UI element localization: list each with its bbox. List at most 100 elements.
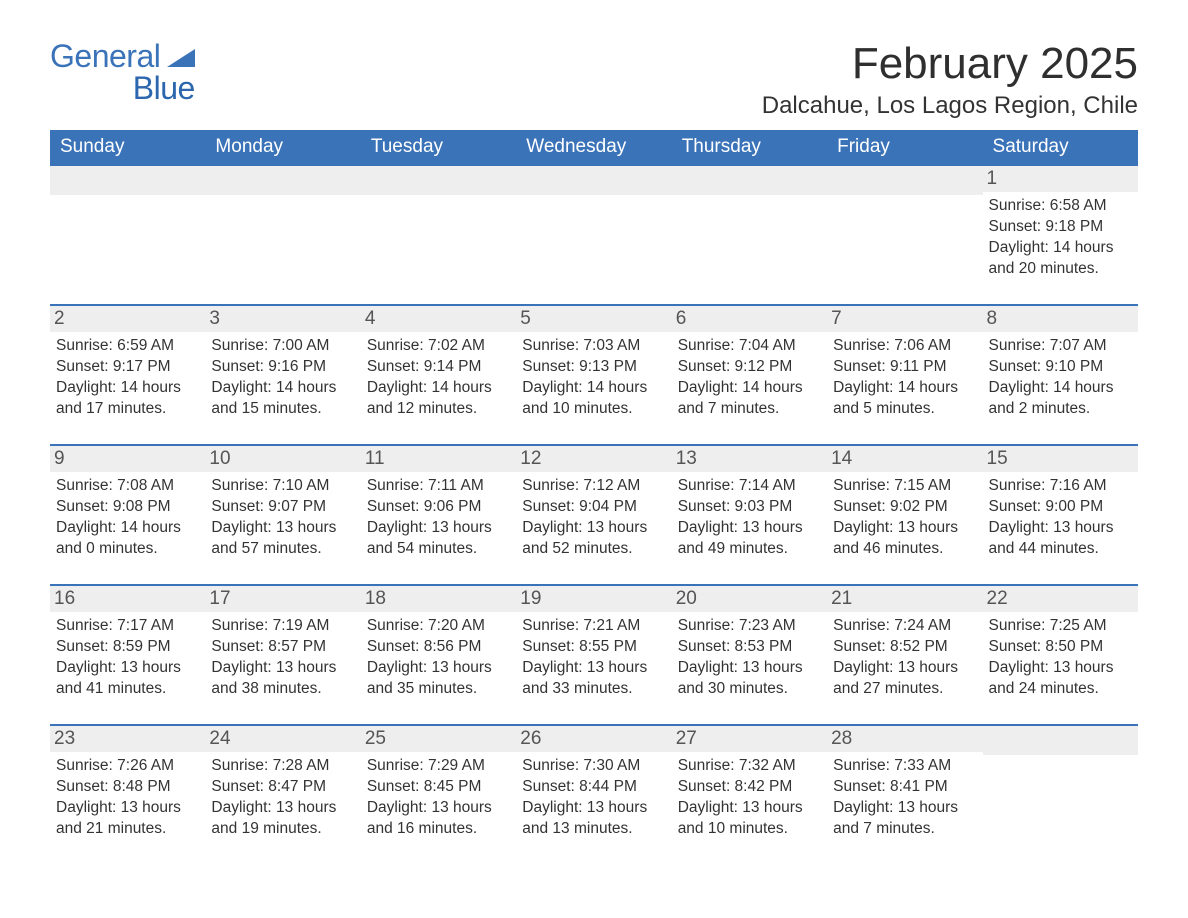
- day-number: 12: [516, 446, 671, 472]
- calendar-day-cell: [672, 166, 827, 305]
- day-number: 17: [205, 586, 360, 612]
- calendar-day-cell: 10Sunrise: 7:10 AMSunset: 9:07 PMDayligh…: [205, 445, 360, 585]
- day-number: [516, 166, 671, 195]
- sunset-text: Sunset: 8:47 PM: [211, 777, 354, 798]
- sunrise-text: Sunrise: 7:03 AM: [522, 336, 665, 357]
- sunset-text: Sunset: 9:18 PM: [989, 217, 1132, 238]
- day-details: Sunrise: 7:04 AMSunset: 9:12 PMDaylight:…: [678, 336, 821, 420]
- calendar-day-cell: 25Sunrise: 7:29 AMSunset: 8:45 PMDayligh…: [361, 725, 516, 864]
- logo-word-general: General: [50, 38, 160, 74]
- sunset-text: Sunset: 9:12 PM: [678, 357, 821, 378]
- calendar-day-cell: 17 Sunrise: 7:19 AMSunset: 8:57 PMDayligh…: [205, 585, 360, 725]
- sunrise-text: Sunrise: 7:28 AM: [211, 756, 354, 777]
- calendar-day-cell: [983, 725, 1138, 864]
- calendar-day-cell: 8Sunrise: 7:07 AMSunset: 9:10 PMDaylight…: [983, 305, 1138, 445]
- daylight-text: Daylight: 13 hours and 57 minutes.: [211, 518, 354, 560]
- day-number: 15: [983, 446, 1138, 472]
- sunset-text: Sunset: 9:00 PM: [989, 497, 1132, 518]
- daylight-text: Daylight: 13 hours and 7 minutes.: [833, 798, 976, 840]
- sunrise-text: Sunrise: 7:25 AM: [989, 616, 1132, 637]
- calendar-day-cell: 7Sunrise: 7:06 AMSunset: 9:11 PMDaylight…: [827, 305, 982, 445]
- day-number: 11: [361, 446, 516, 472]
- daylight-text: Daylight: 14 hours and 0 minutes.: [56, 518, 199, 560]
- calendar-week-row: 23 Sunrise: 7:26 AMSunset: 8:48 PMDayligh…: [50, 725, 1138, 864]
- logo-word-blue: Blue: [50, 72, 195, 104]
- day-details: Sunrise: 7:12 AMSunset: 9:04 PMDaylight:…: [522, 476, 665, 560]
- sunrise-text: Sunrise: 7:04 AM: [678, 336, 821, 357]
- sunset-text: Sunset: 9:08 PM: [56, 497, 199, 518]
- day-details: Sunrise: 7:26 AMSunset: 8:48 PMDaylight:…: [56, 756, 199, 840]
- sunrise-text: Sunrise: 7:24 AM: [833, 616, 976, 637]
- calendar-week-row: 1Sunrise: 6:58 AMSunset: 9:18 PMDaylight…: [50, 166, 1138, 305]
- day-details: Sunrise: 7:08 AMSunset: 9:08 PMDaylight:…: [56, 476, 199, 560]
- sunset-text: Sunset: 8:53 PM: [678, 637, 821, 658]
- day-details: Sunrise: 7:32 AMSunset: 8:42 PMDaylight:…: [678, 756, 821, 840]
- day-number: 2: [50, 306, 205, 332]
- day-number: 13: [672, 446, 827, 472]
- day-number: 18: [361, 586, 516, 612]
- daylight-text: Daylight: 13 hours and 24 minutes.: [989, 658, 1132, 700]
- calendar-day-cell: 20Sunrise: 7:23 AMSunset: 8:53 PMDayligh…: [672, 585, 827, 725]
- sunset-text: Sunset: 8:52 PM: [833, 637, 976, 658]
- sunset-text: Sunset: 9:02 PM: [833, 497, 976, 518]
- day-number: 25: [361, 726, 516, 752]
- calendar-day-cell: 16Sunrise: 7:17 AMSunset: 8:59 PMDayligh…: [50, 585, 205, 725]
- sunset-text: Sunset: 8:56 PM: [367, 637, 510, 658]
- sunset-text: Sunset: 8:44 PM: [522, 777, 665, 798]
- day-number: [205, 166, 360, 195]
- calendar-day-cell: 2Sunrise: 6:59 AMSunset: 9:17 PMDaylight…: [50, 305, 205, 445]
- weekday-header: Sunday: [50, 130, 205, 166]
- day-number: 3: [205, 306, 360, 332]
- sunrise-text: Sunrise: 7:32 AM: [678, 756, 821, 777]
- day-details: Sunrise: 7:14 AMSunset: 9:03 PMDaylight:…: [678, 476, 821, 560]
- weekday-header: Wednesday: [516, 130, 671, 166]
- sunrise-text: Sunrise: 7:16 AM: [989, 476, 1132, 497]
- sunrise-text: Sunrise: 7:19 AM: [211, 616, 354, 637]
- day-details: Sunrise: 7:20 AMSunset: 8:56 PMDaylight:…: [367, 616, 510, 700]
- sunset-text: Sunset: 9:14 PM: [367, 357, 510, 378]
- sunset-text: Sunset: 8:41 PM: [833, 777, 976, 798]
- day-details: Sunrise: 7:30 AMSunset: 8:44 PMDaylight:…: [522, 756, 665, 840]
- day-details: Sunrise: 7:11 AMSunset: 9:06 PMDaylight:…: [367, 476, 510, 560]
- day-number: 9: [50, 446, 205, 472]
- sunrise-text: Sunrise: 7:00 AM: [211, 336, 354, 357]
- weekday-header: Tuesday: [361, 130, 516, 166]
- daylight-text: Daylight: 13 hours and 44 minutes.: [989, 518, 1132, 560]
- sunrise-text: Sunrise: 7:29 AM: [367, 756, 510, 777]
- sunset-text: Sunset: 8:48 PM: [56, 777, 199, 798]
- day-details: Sunrise: 7:07 AMSunset: 9:10 PMDaylight:…: [989, 336, 1132, 420]
- weekday-header: Thursday: [672, 130, 827, 166]
- sunset-text: Sunset: 9:17 PM: [56, 357, 199, 378]
- sunset-text: Sunset: 9:10 PM: [989, 357, 1132, 378]
- logo-triangle-icon: [167, 47, 195, 72]
- sunrise-text: Sunrise: 7:07 AM: [989, 336, 1132, 357]
- daylight-text: Daylight: 13 hours and 38 minutes.: [211, 658, 354, 700]
- sunset-text: Sunset: 8:57 PM: [211, 637, 354, 658]
- calendar-day-cell: 18 Sunrise: 7:20 AMSunset: 8:56 PMDayligh…: [361, 585, 516, 725]
- calendar-day-cell: 6Sunrise: 7:04 AMSunset: 9:12 PMDaylight…: [672, 305, 827, 445]
- day-number: 7: [827, 306, 982, 332]
- calendar-page: General Blue February 2025 Dalcahue, Los…: [0, 0, 1188, 904]
- day-details: Sunrise: 7:03 AMSunset: 9:13 PMDaylight:…: [522, 336, 665, 420]
- daylight-text: Daylight: 13 hours and 35 minutes.: [367, 658, 510, 700]
- day-details: Sunrise: 7:10 AMSunset: 9:07 PMDaylight:…: [211, 476, 354, 560]
- sunrise-text: Sunrise: 7:30 AM: [522, 756, 665, 777]
- calendar-day-cell: 26Sunrise: 7:30 AMSunset: 8:44 PMDayligh…: [516, 725, 671, 864]
- sunrise-text: Sunrise: 6:59 AM: [56, 336, 199, 357]
- daylight-text: Daylight: 14 hours and 7 minutes.: [678, 378, 821, 420]
- daylight-text: Daylight: 13 hours and 19 minutes.: [211, 798, 354, 840]
- daylight-text: Daylight: 14 hours and 2 minutes.: [989, 378, 1132, 420]
- sunset-text: Sunset: 9:13 PM: [522, 357, 665, 378]
- calendar-day-cell: 9 Sunrise: 7:08 AMSunset: 9:08 PMDaylight…: [50, 445, 205, 585]
- day-details: Sunrise: 7:17 AMSunset: 8:59 PMDaylight:…: [56, 616, 199, 700]
- sunrise-text: Sunrise: 7:17 AM: [56, 616, 199, 637]
- day-details: Sunrise: 7:19 AMSunset: 8:57 PMDaylight:…: [211, 616, 354, 700]
- day-number: 1: [983, 166, 1138, 192]
- title-block: February 2025 Dalcahue, Los Lagos Region…: [762, 40, 1138, 120]
- calendar-table: Sunday Monday Tuesday Wednesday Thursday…: [50, 130, 1138, 864]
- daylight-text: Daylight: 13 hours and 54 minutes.: [367, 518, 510, 560]
- daylight-text: Daylight: 13 hours and 52 minutes.: [522, 518, 665, 560]
- calendar-body: 1Sunrise: 6:58 AMSunset: 9:18 PMDaylight…: [50, 166, 1138, 864]
- day-number: 23: [50, 726, 205, 752]
- day-details: Sunrise: 7:33 AMSunset: 8:41 PMDaylight:…: [833, 756, 976, 840]
